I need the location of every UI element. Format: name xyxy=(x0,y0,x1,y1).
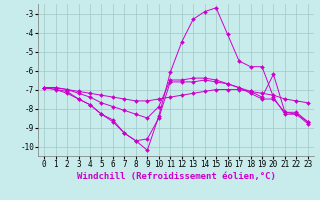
X-axis label: Windchill (Refroidissement éolien,°C): Windchill (Refroidissement éolien,°C) xyxy=(76,172,276,181)
